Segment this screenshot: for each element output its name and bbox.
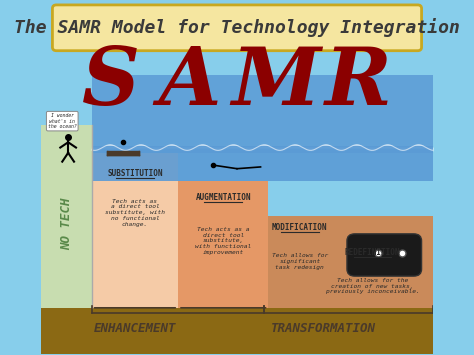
Text: SUBSTITUTION: SUBSTITUTION bbox=[107, 169, 163, 178]
Text: S: S bbox=[82, 44, 140, 121]
Text: Tech acts as
a direct tool
substitute, with
no functional
change.: Tech acts as a direct tool substitute, w… bbox=[105, 199, 165, 227]
FancyBboxPatch shape bbox=[268, 216, 433, 308]
Text: R: R bbox=[325, 44, 392, 121]
FancyBboxPatch shape bbox=[178, 181, 268, 308]
Text: Tech acts as a
direct tool
substitute,
with functional
improvement: Tech acts as a direct tool substitute, w… bbox=[195, 227, 251, 255]
Text: NO TECH: NO TECH bbox=[60, 197, 73, 250]
Text: MODIFICATION: MODIFICATION bbox=[272, 223, 328, 232]
FancyBboxPatch shape bbox=[91, 153, 178, 308]
Text: ENHANCEMENT: ENHANCEMENT bbox=[94, 322, 176, 335]
FancyBboxPatch shape bbox=[53, 5, 421, 51]
Text: I wonder
what's in
the ocean?: I wonder what's in the ocean? bbox=[48, 113, 77, 130]
Text: The SAMR Model for Technology Integration: The SAMR Model for Technology Integratio… bbox=[14, 18, 460, 37]
Text: TRANSFORMATION: TRANSFORMATION bbox=[271, 322, 376, 335]
FancyBboxPatch shape bbox=[41, 308, 433, 354]
Text: Tech allows for
significant
task redesign: Tech allows for significant task redesig… bbox=[272, 253, 328, 270]
Text: Tech allows for the
creation of new tasks,
previously inconceivable.: Tech allows for the creation of new task… bbox=[326, 278, 419, 295]
FancyBboxPatch shape bbox=[347, 234, 421, 276]
FancyBboxPatch shape bbox=[41, 125, 91, 308]
FancyBboxPatch shape bbox=[91, 146, 433, 181]
FancyBboxPatch shape bbox=[91, 75, 433, 153]
Text: M: M bbox=[232, 44, 321, 121]
Text: AUGMENTATION: AUGMENTATION bbox=[195, 193, 251, 202]
Text: REDEFINITION: REDEFINITION bbox=[345, 248, 400, 257]
Text: A: A bbox=[159, 44, 221, 121]
FancyBboxPatch shape bbox=[41, 47, 433, 153]
